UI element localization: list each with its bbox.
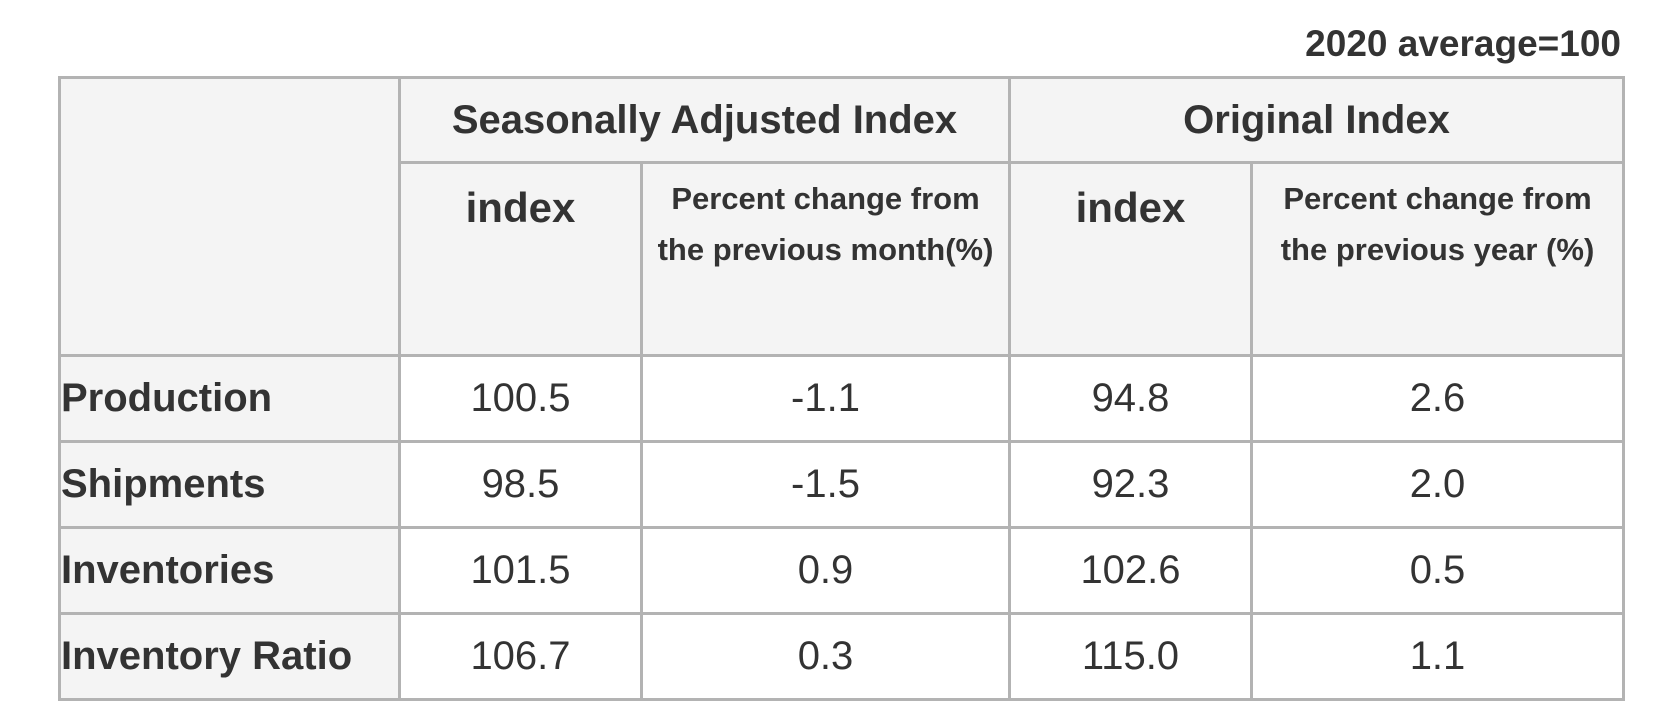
group-header-seasonally-adjusted: Seasonally Adjusted Index (398, 76, 1011, 164)
base-year-note: 2020 average=100 (1305, 23, 1621, 64)
group-header-row: Seasonally Adjusted Index Original Index (58, 76, 1625, 357)
table-cell: 92.3 (1008, 440, 1253, 529)
row-label-shipments: Shipments (58, 440, 401, 529)
row-label-inventory-ratio: Inventory Ratio (58, 612, 401, 701)
table-cell: -1.1 (640, 354, 1011, 443)
table-cell: 0.3 (640, 612, 1011, 701)
table-row: Shipments 98.5 -1.5 92.3 2.0 (58, 440, 1625, 529)
table-cell: 94.8 (1008, 354, 1253, 443)
table-cell: 115.0 (1008, 612, 1253, 701)
group-header-original: Original Index (1008, 76, 1625, 164)
row-label-production: Production (58, 354, 401, 443)
table-cell: 0.9 (640, 526, 1011, 615)
table-row: Inventory Ratio 106.7 0.3 115.0 1.1 (58, 612, 1625, 701)
table-cell: 98.5 (398, 440, 643, 529)
sub-header-sa-index: index (398, 161, 643, 357)
row-label-inventories: Inventories (58, 526, 401, 615)
table-row: Production 100.5 -1.1 94.8 2.6 (58, 354, 1625, 443)
sub-header-orig-pct-change: Percent change from the previous year (%… (1250, 161, 1625, 357)
table-cell: 101.5 (398, 526, 643, 615)
table-cell: -1.5 (640, 440, 1011, 529)
table-cell: 100.5 (398, 354, 643, 443)
sub-header-sa-pct-change: Percent change from the previous month(%… (640, 161, 1011, 357)
index-table: Seasonally Adjusted Index Original Index… (58, 76, 1625, 701)
table-cell: 1.1 (1250, 612, 1625, 701)
sub-header-row: index Percent change from the previous m… (60, 161, 1625, 357)
table-cell: 2.6 (1250, 354, 1625, 443)
table-cell: 2.0 (1250, 440, 1625, 529)
table-cell: 106.7 (398, 612, 643, 701)
sub-header-orig-index: index (1008, 161, 1253, 357)
table-cell: 0.5 (1250, 526, 1625, 615)
table-row: Inventories 101.5 0.9 102.6 0.5 (58, 526, 1625, 615)
corner-cell (58, 76, 401, 357)
table-cell: 102.6 (1008, 526, 1253, 615)
